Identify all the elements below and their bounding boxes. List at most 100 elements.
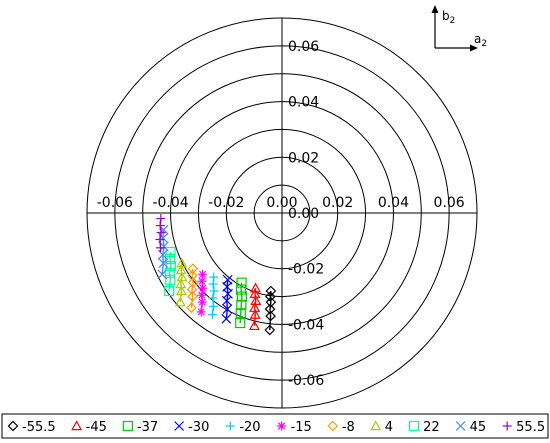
data-marks bbox=[155, 214, 277, 336]
legend-marker-shape bbox=[71, 420, 83, 431]
legend-item: -37 bbox=[122, 420, 158, 435]
data-point-shape bbox=[164, 267, 175, 278]
x-tick-label: 0.04 bbox=[378, 195, 409, 211]
series-0 bbox=[264, 285, 277, 336]
data-point-shape bbox=[175, 285, 187, 296]
series-1 bbox=[248, 282, 262, 331]
compass-y-label: b2 bbox=[442, 9, 455, 26]
y-tick-label: 0.06 bbox=[288, 39, 319, 55]
data-point-stroke-b bbox=[221, 313, 232, 324]
data-point bbox=[186, 302, 197, 314]
data-point-shape bbox=[236, 277, 247, 288]
data-point bbox=[164, 253, 176, 265]
legend-marker bbox=[502, 421, 512, 431]
data-point-shape bbox=[187, 291, 198, 302]
data-point bbox=[235, 317, 246, 329]
legend-item: -20 bbox=[225, 420, 261, 435]
data-point bbox=[235, 284, 247, 295]
compass-x-label: a2 bbox=[474, 32, 487, 49]
data-point bbox=[207, 310, 217, 320]
legend-item: -30 bbox=[174, 420, 209, 435]
tick-labels: -0.06 -0.04 -0.02 0.00 0.02 0.04 0.060.060.040… bbox=[97, 39, 465, 389]
data-point bbox=[208, 279, 218, 289]
data-point bbox=[158, 258, 169, 269]
series-line bbox=[161, 229, 165, 275]
y-tick-label: 0.04 bbox=[288, 95, 319, 111]
data-point-stroke-d bbox=[199, 270, 207, 278]
data-point-shape bbox=[186, 302, 197, 314]
data-point-stroke-b bbox=[222, 274, 233, 285]
data-point bbox=[196, 307, 206, 317]
x-tick-label: 0.02 bbox=[322, 195, 353, 211]
y-tick-label: -0.02 bbox=[288, 262, 324, 278]
legend-label: -30 bbox=[188, 420, 209, 435]
series-line bbox=[168, 251, 172, 292]
data-point bbox=[197, 276, 207, 286]
legend-marker-shape bbox=[7, 420, 19, 432]
data-point-stroke-d bbox=[199, 284, 207, 292]
data-point-shape bbox=[235, 308, 246, 319]
data-point-shape bbox=[174, 296, 186, 307]
legend-marker bbox=[71, 420, 83, 431]
legend-label: -8 bbox=[342, 420, 355, 435]
data-point-shape bbox=[236, 291, 247, 302]
legend-marker bbox=[225, 421, 235, 431]
data-point bbox=[248, 320, 260, 331]
axes bbox=[87, 18, 477, 408]
data-point-shape bbox=[264, 324, 276, 336]
data-point bbox=[209, 286, 219, 296]
data-point-shape bbox=[186, 270, 198, 282]
data-point-shape bbox=[186, 284, 198, 295]
data-point-shape bbox=[265, 296, 277, 308]
x-tick-label: 0.00 bbox=[266, 195, 297, 211]
legend-marker-shape bbox=[327, 420, 339, 432]
data-point bbox=[264, 291, 276, 302]
data-point-shape bbox=[187, 277, 199, 288]
data-point-shape bbox=[235, 284, 247, 295]
legend-label: 55.5 bbox=[516, 420, 545, 435]
data-point bbox=[250, 282, 262, 293]
data-point-shape bbox=[164, 285, 175, 297]
data-point-stroke-d bbox=[198, 277, 206, 285]
data-point-shape bbox=[264, 303, 276, 315]
y-tick-label: 0.00 bbox=[288, 206, 319, 222]
data-point bbox=[157, 249, 168, 260]
legend-marker bbox=[455, 421, 466, 431]
legend-marker bbox=[370, 420, 382, 431]
legend-item: -55.5 bbox=[7, 420, 56, 435]
legend-marker bbox=[327, 420, 339, 432]
data-point bbox=[222, 304, 233, 315]
legend-marker bbox=[408, 420, 420, 432]
series-6 bbox=[186, 263, 199, 314]
data-point-stroke-b bbox=[158, 258, 169, 269]
legend-marker bbox=[277, 421, 287, 431]
legend-item: -15 bbox=[277, 420, 312, 435]
data-point bbox=[265, 296, 277, 308]
data-point-shape bbox=[249, 308, 261, 319]
x-tick-label: 0.06 bbox=[434, 195, 465, 211]
data-point-shape bbox=[164, 253, 176, 265]
data-point bbox=[156, 228, 166, 237]
legend-item: 22 bbox=[408, 420, 440, 435]
legend-marker bbox=[122, 420, 133, 432]
data-point-shape bbox=[236, 299, 247, 311]
legend-marker-stroke-d bbox=[278, 422, 286, 430]
legend-item: -8 bbox=[327, 420, 355, 435]
data-point-shape bbox=[265, 285, 277, 297]
data-point bbox=[186, 284, 198, 295]
legend-marker-stroke-b bbox=[174, 421, 185, 431]
compass-y-arrowhead bbox=[431, 5, 439, 13]
legend-label: -20 bbox=[239, 420, 260, 435]
y-tick-label: -0.04 bbox=[288, 317, 324, 333]
data-point bbox=[186, 270, 198, 282]
legend-label: 4 bbox=[385, 420, 393, 435]
x-tick-label: -0.04 bbox=[152, 195, 188, 211]
legend-label: -15 bbox=[291, 420, 312, 435]
data-point-stroke-b bbox=[221, 295, 232, 306]
y-tick-label: 0.02 bbox=[288, 150, 319, 166]
legend-box bbox=[1, 413, 549, 439]
data-point-stroke-d bbox=[197, 308, 205, 316]
data-point bbox=[187, 263, 199, 275]
data-point-shape bbox=[235, 317, 246, 329]
